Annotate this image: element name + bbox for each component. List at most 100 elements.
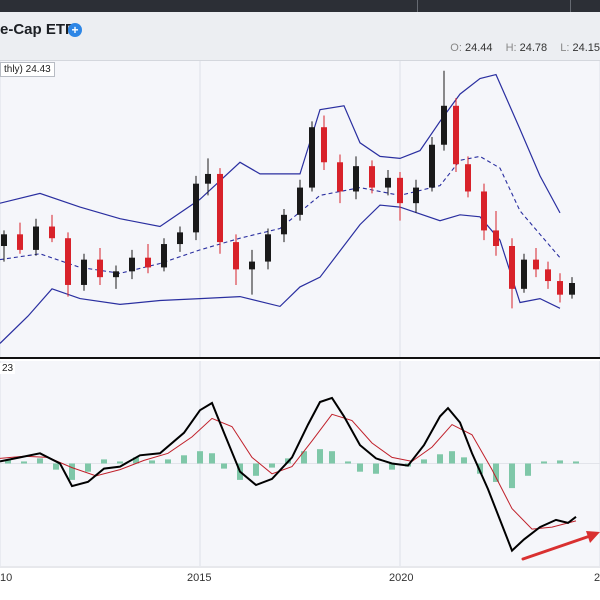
chart-area[interactable]	[0, 61, 600, 600]
macd-signal-line	[0, 413, 577, 530]
candle-body	[557, 281, 563, 295]
candle-body	[297, 187, 303, 215]
macd-histogram-bar	[477, 463, 483, 474]
candle-body	[337, 162, 343, 192]
candle-body	[0, 234, 7, 246]
macd-histogram-bar	[573, 461, 579, 464]
candle-body	[413, 187, 419, 204]
candle-body	[453, 105, 459, 165]
candle-body	[249, 261, 255, 270]
candle-body	[233, 242, 239, 270]
bollinger-middle-line	[0, 155, 561, 274]
bollinger-upper-line	[0, 73, 561, 228]
macd-histogram-bar	[421, 459, 427, 464]
macd-histogram-bar	[373, 463, 379, 474]
macd-histogram-bar	[557, 460, 563, 464]
candle-body	[281, 214, 287, 235]
macd-histogram-bar	[69, 463, 75, 480]
candle-body	[429, 144, 435, 188]
macd-histogram-bar	[37, 458, 43, 464]
candle-body	[509, 246, 515, 289]
macd-histogram-bar	[101, 459, 107, 464]
macd-histogram-bar	[437, 454, 443, 464]
candle-body	[481, 191, 487, 231]
macd-histogram-bar	[525, 463, 531, 476]
macd-histogram-bar	[317, 449, 323, 464]
chart-canvas[interactable]	[0, 61, 600, 600]
candle-body	[353, 166, 359, 192]
candle-body	[217, 173, 223, 243]
candle-body	[177, 232, 183, 245]
low-label: L:	[560, 42, 570, 54]
candle-body	[545, 269, 551, 282]
macd-histogram-bar	[149, 460, 155, 464]
candle-body	[569, 283, 575, 295]
x-tick-label: 2020	[389, 572, 414, 584]
candle-body	[129, 257, 135, 272]
macd-histogram-bar	[269, 463, 275, 468]
macd-histogram-bar	[449, 451, 455, 464]
macd-histogram-bar	[389, 463, 395, 470]
trend-arrow-shaft	[521, 534, 592, 561]
x-tick-label: 2015	[187, 572, 212, 584]
candle-body	[113, 271, 119, 278]
high-label: H:	[505, 42, 517, 54]
open-label: O:	[450, 42, 462, 54]
candle-body	[397, 177, 403, 204]
candle-body	[533, 259, 539, 270]
macd-histogram-bar	[301, 451, 307, 464]
macd-histogram-bar	[85, 463, 91, 472]
macd-histogram-bar	[357, 463, 363, 472]
macd-histogram-bar	[509, 463, 515, 489]
candle-body	[493, 230, 499, 246]
macd-histogram-bar	[253, 463, 259, 476]
macd-histogram-bar	[133, 457, 139, 464]
low-value: 24.15	[572, 42, 600, 54]
toolbar-separator	[417, 0, 418, 12]
macd-histogram-bar	[5, 459, 11, 464]
macd-histogram-bar	[461, 457, 467, 464]
chart-title: e-Cap ETF	[0, 21, 75, 38]
indicator-label: 23	[0, 363, 16, 374]
candle-body	[65, 238, 71, 285]
macd-histogram-bar	[117, 461, 123, 464]
ohlc-readout: O: 24.44 H: 24.78 L: 24.15	[440, 42, 600, 54]
price-label: thly) 24.43	[0, 62, 55, 77]
candle-body	[441, 105, 447, 145]
x-tick-label: 2	[594, 572, 600, 584]
candle-body	[385, 177, 391, 188]
candle-body	[521, 259, 527, 289]
macd-histogram-bar	[493, 463, 499, 482]
macd-histogram-bar	[345, 461, 351, 464]
candle-body	[145, 257, 151, 268]
open-value: 24.44	[464, 42, 493, 54]
top-toolbar	[0, 0, 600, 12]
candle-body	[205, 173, 211, 184]
candle-body	[97, 259, 103, 278]
candle-body	[161, 244, 167, 268]
candle-body	[321, 127, 327, 163]
candle-body	[265, 234, 271, 262]
macd-line	[0, 396, 577, 553]
candle-body	[465, 164, 471, 192]
macd-histogram-bar	[209, 453, 215, 464]
trend-arrow-head	[586, 531, 600, 543]
macd-histogram-bar	[181, 455, 187, 464]
toolbar-separator	[570, 0, 571, 12]
candle-body	[33, 226, 39, 250]
macd-histogram-bar	[197, 451, 203, 464]
macd-histogram-bar	[541, 461, 547, 464]
macd-histogram-bar	[329, 451, 335, 464]
macd-histogram-bar	[221, 463, 227, 469]
candle-body	[49, 226, 55, 239]
candle-body	[81, 259, 87, 285]
macd-histogram-bar	[165, 459, 171, 464]
x-tick-label: 10	[0, 572, 13, 584]
candle-body	[193, 183, 199, 233]
candle-body	[369, 166, 375, 188]
candle-body	[17, 234, 23, 250]
high-value: 24.78	[519, 42, 548, 54]
macd-histogram-bar	[21, 461, 27, 464]
candle-body	[309, 127, 315, 188]
add-symbol-plus-icon[interactable]: +	[68, 23, 82, 37]
